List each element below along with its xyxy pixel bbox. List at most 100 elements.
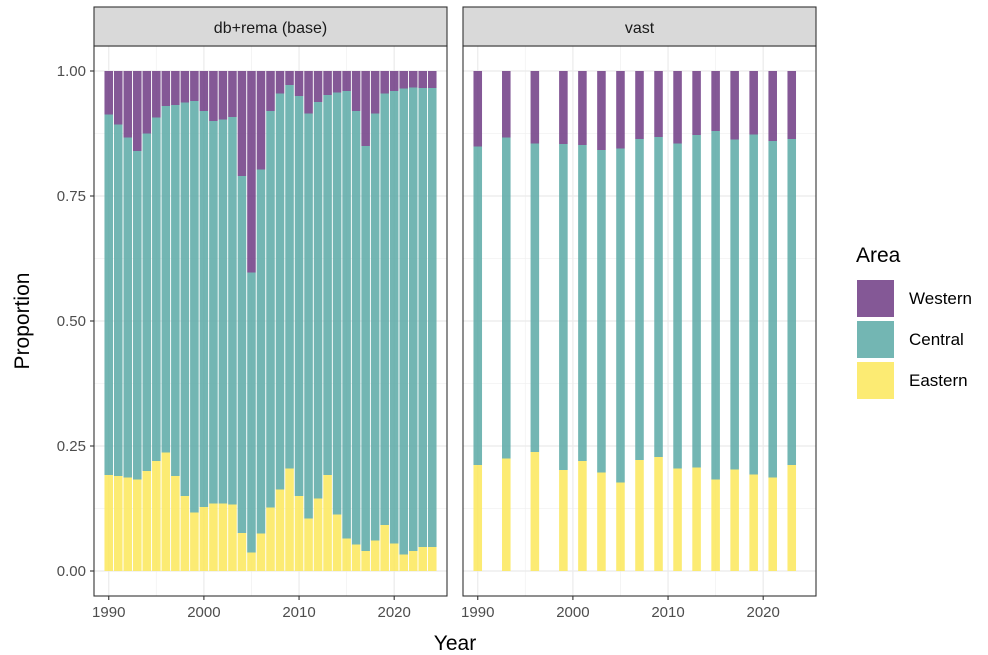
bar-segment-western-2013 [323,71,332,95]
bar-segment-central-2005 [616,148,625,483]
bar-segment-eastern-2012 [313,498,323,571]
bar-segment-eastern-2011 [673,468,682,571]
bar-segment-eastern-2023 [418,547,428,571]
bar-segment-eastern-2005 [616,482,625,571]
bar-segment-central-2003 [228,117,237,505]
bar-segment-western-2002 [218,71,228,120]
bar-segment-central-2020 [389,91,399,544]
bar-segment-western-2020 [389,71,399,91]
bar-segment-western-2001 [209,71,218,121]
bar-segment-eastern-2008 [275,489,285,571]
bar-segment-central-2006 [256,169,266,534]
bar-segment-western-1994 [142,71,152,134]
bar-segment-central-2005 [247,272,256,553]
bar-segment-eastern-1994 [142,471,152,571]
x-tick-label: 2000 [556,604,589,621]
bar-segment-central-1996 [161,106,171,453]
bar-segment-eastern-1992 [123,477,133,571]
bar-segment-eastern-2024 [427,547,437,571]
legend-key-central [857,321,894,358]
bar-segment-eastern-2004 [237,533,247,571]
bar-segment-western-2019 [380,71,389,94]
bar-segment-western-2010 [294,71,304,96]
bar-segment-eastern-2017 [361,551,370,571]
bar-segment-western-2011 [673,71,682,144]
bar-segment-eastern-2022 [408,551,418,571]
bar-segment-eastern-2007 [635,460,644,571]
bar-segment-western-2023 [787,71,797,139]
bar-segment-western-1998 [180,71,190,103]
bar-segment-western-2005 [616,71,625,149]
y-tick-label: 1.00 [57,63,86,80]
bar-segment-western-1992 [123,71,133,138]
bar-segment-central-1994 [142,133,152,471]
bar-segment-central-1996 [530,143,540,452]
bar-segment-central-1998 [180,102,190,496]
bar-segment-eastern-2021 [768,477,777,571]
facet-strip [462,6,817,47]
bar-segment-central-2004 [237,176,247,533]
bar-segment-western-1990 [473,71,483,147]
bar-segment-central-2018 [370,113,380,541]
bar-segment-western-1999 [559,71,568,144]
bar-segment-central-1992 [123,137,133,478]
bar-segment-central-2015 [342,91,351,539]
bar-segment-eastern-2017 [730,469,739,571]
bar-segment-eastern-1998 [180,496,190,571]
bar-segment-central-1993 [133,151,142,480]
bar-segment-western-1990 [104,71,114,115]
bar-segment-western-1993 [133,71,142,151]
bar-segment-eastern-2009 [654,457,663,571]
bar-segment-western-2019 [749,71,758,135]
bar-segment-western-2021 [399,71,408,89]
facet-strip [93,6,448,47]
legend-key-eastern [857,362,894,399]
bar-segment-eastern-1990 [473,465,483,571]
bar-segment-central-2008 [275,93,285,490]
bar-segment-central-1990 [104,114,114,475]
x-axis-title: Year [434,632,476,655]
bar-segment-eastern-2019 [380,525,389,571]
bar-segment-western-2016 [351,71,361,111]
bar-segment-eastern-1993 [133,479,142,571]
bar-segment-central-1999 [559,144,568,470]
bar-segment-western-2017 [361,71,370,146]
bar-segment-central-2011 [673,143,682,469]
bar-segment-western-2018 [370,71,380,114]
bar-segment-western-2007 [635,71,644,139]
bar-segment-eastern-1997 [171,476,180,571]
bar-segment-eastern-2015 [342,538,351,571]
bar-segment-western-2021 [768,71,777,141]
bar-segment-western-2006 [256,71,266,170]
bar-segment-central-2023 [787,139,797,465]
bar-segment-eastern-1991 [113,476,123,571]
bar-segment-western-1991 [113,71,123,125]
bar-segment-western-1993 [502,71,511,138]
bar-segment-central-2000 [199,111,209,507]
y-tick-label: 0.50 [57,313,86,330]
bar-segment-central-2015 [711,131,720,480]
bar-segment-central-2019 [749,134,758,475]
bar-segment-western-2013 [692,71,701,135]
bar-segment-western-2015 [711,71,720,131]
bar-segment-eastern-2003 [228,504,237,571]
y-tick-label: 0.25 [57,438,86,455]
bar-segment-eastern-2020 [389,543,399,571]
bar-segment-eastern-1999 [190,512,199,571]
bar-segment-eastern-2002 [218,503,228,571]
bar-segment-central-2007 [635,139,644,460]
bar-segment-central-2021 [399,88,408,555]
bar-segment-central-1990 [473,146,483,465]
bar-segment-western-1997 [171,71,180,105]
bar-segment-central-2003 [597,150,606,473]
bar-segment-central-2019 [380,93,389,525]
bar-segment-central-2014 [332,92,342,515]
bar-segment-western-2012 [313,71,323,102]
bar-segment-western-2008 [275,71,285,94]
legend-label-eastern: Eastern [909,371,968,390]
bar-segment-western-2022 [408,71,418,88]
y-tick-label: 0.75 [57,188,86,205]
bar-segment-central-2017 [730,139,739,470]
bar-segment-eastern-2019 [749,474,758,571]
